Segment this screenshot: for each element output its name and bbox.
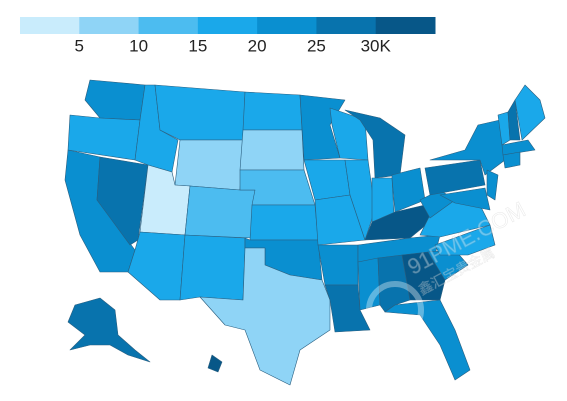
legend-tick-label: 15 <box>188 36 207 55</box>
state <box>344 109 406 179</box>
state <box>344 159 376 241</box>
state <box>242 91 303 131</box>
state <box>249 204 319 241</box>
state <box>179 234 246 301</box>
legend-swatch <box>316 17 377 34</box>
legend-swatch <box>20 17 80 34</box>
state <box>207 354 223 373</box>
watermark-logo <box>366 281 424 339</box>
legend-tick-label: 25 <box>307 36 326 55</box>
state <box>502 151 521 169</box>
state <box>324 284 371 333</box>
state <box>96 156 149 246</box>
state <box>154 84 246 141</box>
state <box>184 185 256 239</box>
state <box>239 129 305 171</box>
state <box>317 244 359 286</box>
state <box>199 247 331 386</box>
legend: 5 10 15 20 25 30K <box>20 17 436 55</box>
state-map <box>64 79 546 386</box>
legend-swatch <box>257 17 317 34</box>
legend-tick-label: 5 <box>75 36 84 55</box>
legend-tick-label: 30K <box>361 36 392 55</box>
state <box>384 299 471 381</box>
legend-swatch <box>138 17 199 34</box>
state <box>514 84 546 141</box>
state <box>391 167 426 213</box>
state <box>486 169 499 201</box>
state <box>424 159 486 196</box>
state <box>507 99 521 141</box>
state <box>439 187 491 211</box>
state <box>401 251 446 301</box>
legend-tick-label: 10 <box>129 36 148 55</box>
legend-swatch <box>79 17 140 34</box>
state <box>174 139 244 191</box>
state <box>127 231 186 301</box>
state <box>434 224 496 256</box>
legend-swatch <box>375 17 436 34</box>
state <box>501 139 536 156</box>
legend-swatch <box>197 17 258 34</box>
legend-tick-label: 20 <box>248 36 267 55</box>
state <box>67 297 151 363</box>
state <box>84 79 146 121</box>
